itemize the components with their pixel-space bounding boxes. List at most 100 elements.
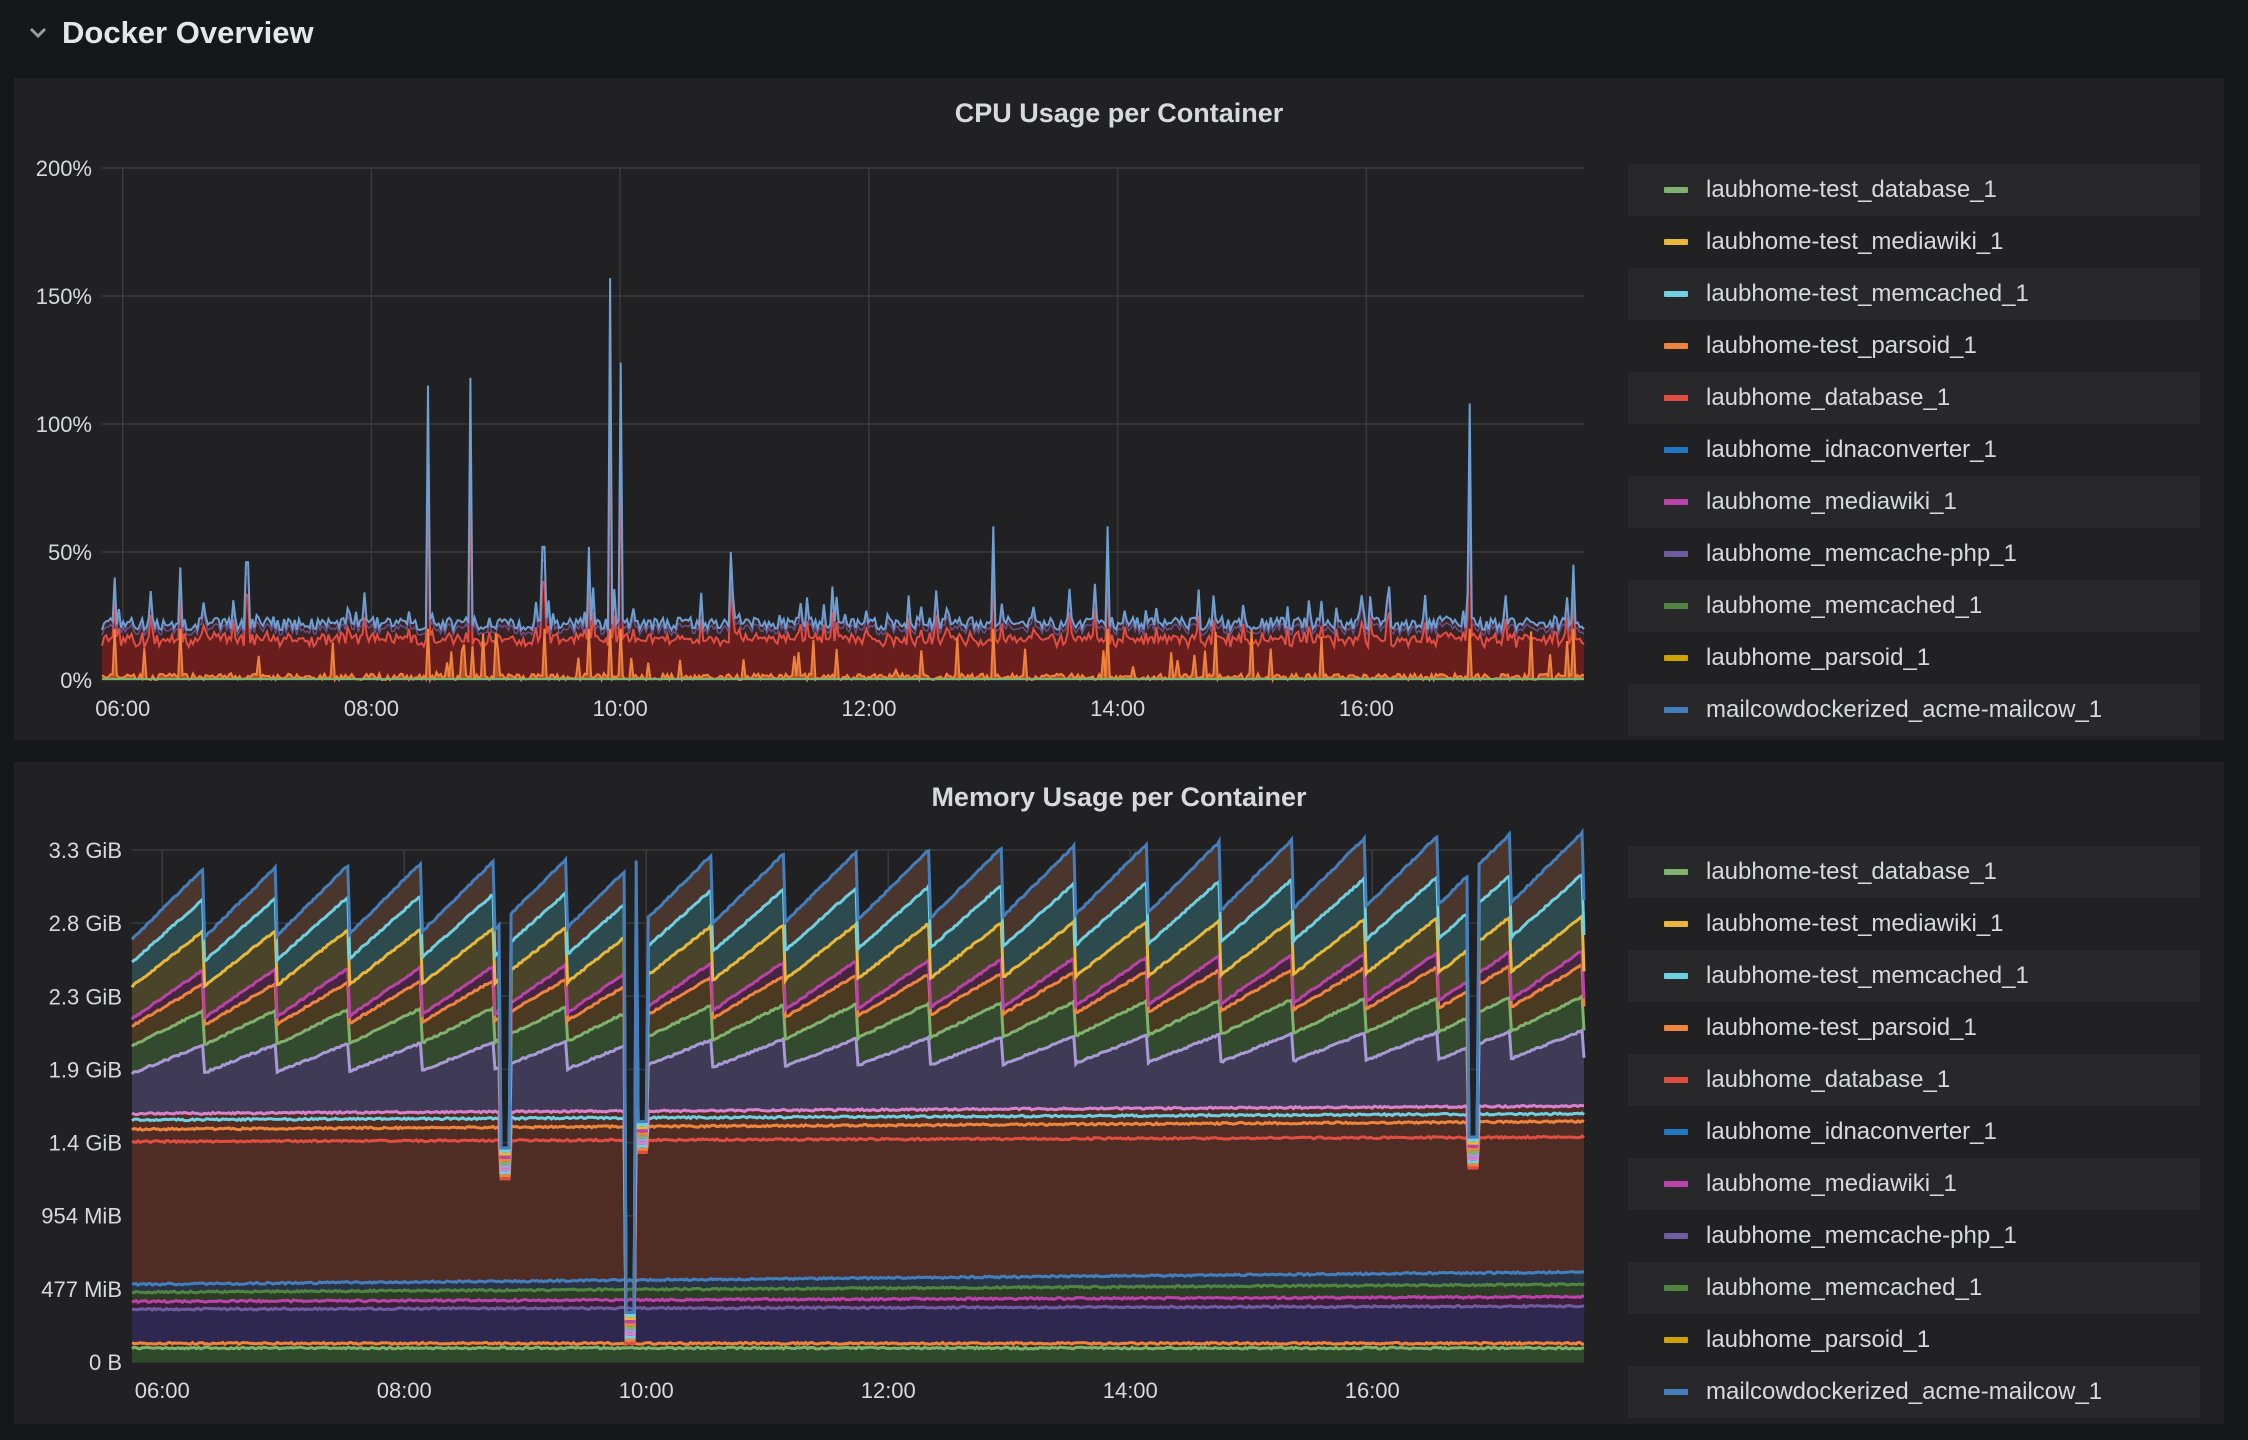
legend-item[interactable]: laubhome-test_memcached_1 (1628, 950, 2200, 1002)
legend-swatch (1664, 1025, 1688, 1031)
legend-item[interactable]: laubhome_idnaconverter_1 (1628, 424, 2200, 476)
series-line (130, 827, 1586, 1314)
series-line-acme-mailcow (101, 278, 1585, 634)
legend-label: laubhome_idnaconverter_1 (1706, 436, 1997, 463)
legend-swatch (1664, 187, 1688, 193)
series-line (131, 1340, 1585, 1347)
series-line (131, 1103, 1585, 1336)
legend-item[interactable]: laubhome_memcache-php_1 (1628, 528, 2200, 580)
legend-label: laubhome_memcache-php_1 (1706, 1222, 2017, 1249)
legend-swatch (1664, 395, 1688, 401)
series-area (132, 1347, 1584, 1362)
legend-item[interactable]: laubhome-test_parsoid_1 (1628, 1002, 2200, 1054)
legend-label: laubhome-test_database_1 (1706, 858, 1997, 885)
legend-item[interactable]: laubhome-test_memcached_1 (1628, 268, 2200, 320)
legend-item[interactable]: laubhome_parsoid_1 (1628, 632, 2200, 684)
legend-swatch (1664, 869, 1688, 875)
legend-item[interactable]: laubhome_memcached_1 (1628, 1262, 2200, 1314)
legend-item[interactable]: laubhome-test_mediawiki_1 (1628, 216, 2200, 268)
series-area-laubhome-database-1 (102, 388, 1584, 680)
legend-label: laubhome-test_mediawiki_1 (1706, 228, 2004, 255)
y-tick-label: 3.3 GiB (49, 838, 122, 863)
y-tick-label: 0% (60, 668, 92, 693)
legend-item[interactable]: mailcowdockerized_acme-mailcow_1 (1628, 684, 2200, 736)
legend-swatch (1664, 655, 1688, 661)
x-tick-label: 10:00 (619, 1378, 674, 1403)
x-tick-label: 16:00 (1339, 696, 1394, 721)
legend-label: laubhome-test_memcached_1 (1706, 962, 2029, 989)
legend-label: laubhome-test_mediawiki_1 (1706, 910, 2004, 937)
legend-item[interactable]: mailcowdockerized_acme-mailcow_1 (1628, 1366, 2200, 1418)
series-line (131, 1294, 1585, 1305)
legend-item[interactable]: laubhome_memcache-php_1 (1628, 1210, 2200, 1262)
legend-label: laubhome_mediawiki_1 (1706, 488, 1957, 515)
legend-swatch (1664, 603, 1688, 609)
cpu-usage-panel[interactable]: CPU Usage per Container 0% 50% 100% 150% 200… (14, 78, 2224, 740)
legend-label: laubhome-test_memcached_1 (1706, 280, 2029, 307)
row-header[interactable]: Docker Overview (0, 0, 2248, 66)
legend-label: laubhome_mediawiki_1 (1706, 1170, 1957, 1197)
legend-item[interactable]: laubhome-test_mediawiki_1 (1628, 898, 2200, 950)
legend-item[interactable]: laubhome_memcached_1 (1628, 580, 2200, 632)
legend-swatch (1664, 239, 1688, 245)
chart-legend: laubhome-test_database_1 laubhome-test_me… (1628, 164, 2200, 736)
legend-swatch (1664, 1077, 1688, 1083)
legend-label: laubhome_database_1 (1706, 384, 1951, 411)
series-line-laubhome-database-1 (101, 388, 1585, 651)
x-tick-label: 14:00 (1103, 1378, 1158, 1403)
y-tick-label: 1.4 GiB (49, 1131, 122, 1156)
legend-item[interactable]: laubhome-test_database_1 (1628, 164, 2200, 216)
legend-swatch (1664, 1181, 1688, 1187)
y-tick-label: 100% (36, 412, 92, 437)
y-tick-label: 200% (36, 156, 92, 181)
legend-swatch (1664, 707, 1688, 713)
legend-label: laubhome_memcache-php_1 (1706, 540, 2017, 567)
legend-item[interactable]: laubhome-test_parsoid_1 (1628, 320, 2200, 372)
legend-label: mailcowdockerized_acme-mailcow_1 (1706, 1378, 2103, 1405)
legend-label: laubhome_memcached_1 (1706, 592, 1983, 619)
legend-swatch (1664, 1129, 1688, 1135)
legend-item[interactable]: laubhome_mediawiki_1 (1628, 476, 2200, 528)
x-tick-label: 08:00 (344, 696, 399, 721)
series-line (130, 992, 1586, 1330)
x-tick-label: 06:00 (135, 1378, 190, 1403)
legend-item[interactable]: laubhome_idnaconverter_1 (1628, 1106, 2200, 1158)
cpu-usage-chart[interactable]: 0% 50% 100% 150% 200% 06:00 08:00 10:00 12:00 14:… (14, 78, 1614, 740)
x-tick-label: 14:00 (1090, 696, 1145, 721)
series-area-parsoid (102, 628, 1584, 680)
series-line (130, 1027, 1586, 1333)
legend-item[interactable]: laubhome_database_1 (1628, 372, 2200, 424)
series-line (131, 872, 1586, 1317)
legend-swatch (1664, 1389, 1688, 1395)
legend-item[interactable]: laubhome_database_1 (1628, 1054, 2200, 1106)
legend-label: laubhome_idnaconverter_1 (1706, 1118, 1997, 1145)
series-line (131, 1269, 1585, 1288)
legend-swatch (1664, 499, 1688, 505)
series-line-parsoid (101, 628, 1585, 684)
legend-label: laubhome_database_1 (1706, 1066, 1951, 1093)
x-tick-label: 12:00 (861, 1378, 916, 1403)
x-tick-label: 16:00 (1345, 1378, 1400, 1403)
legend-swatch (1664, 973, 1688, 979)
legend-item[interactable]: laubhome_mediawiki_1 (1628, 1158, 2200, 1210)
y-tick-label: 2.3 GiB (49, 984, 122, 1009)
legend-label: laubhome-test_database_1 (1706, 176, 1997, 203)
x-tick-label: 08:00 (377, 1378, 432, 1403)
legend-swatch (1664, 291, 1688, 297)
series-line (131, 962, 1586, 1327)
y-tick-label: 150% (36, 284, 92, 309)
legend-label: laubhome-test_parsoid_1 (1706, 1014, 1977, 1041)
panel-title: Memory Usage per Container (931, 782, 1307, 812)
legend-item[interactable]: laubhome-test_database_1 (1628, 846, 2200, 898)
legend-label: laubhome_memcached_1 (1706, 1274, 1983, 1301)
memory-usage-panel[interactable]: Memory Usage per Container 3.3 GiB 2.8 Gi… (14, 762, 2224, 1424)
series-line (131, 1111, 1585, 1339)
legend-swatch (1664, 551, 1688, 557)
chevron-down-icon[interactable] (26, 21, 50, 45)
series-line (131, 1134, 1585, 1345)
legend-item[interactable]: laubhome_parsoid_1 (1628, 1314, 2200, 1366)
panel-title: CPU Usage per Container (954, 98, 1284, 128)
memory-usage-chart[interactable]: 3.3 GiB 2.8 GiB 2.3 GiB 1.9 GiB 1.4 GiB 954 M… (14, 762, 1614, 1424)
x-tick-label: 12:00 (841, 696, 896, 721)
series-line (131, 1303, 1585, 1312)
